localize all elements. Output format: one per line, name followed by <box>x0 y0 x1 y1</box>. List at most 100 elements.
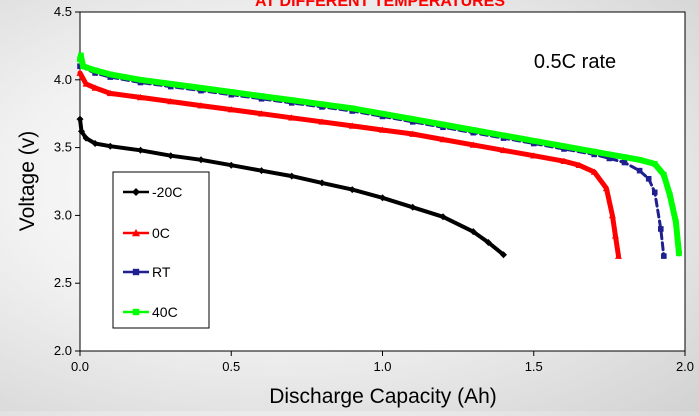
data-point <box>561 143 567 150</box>
data-point <box>258 167 265 175</box>
data-point <box>590 168 598 175</box>
legend-label: -20C <box>152 184 182 200</box>
data-point <box>500 251 507 259</box>
data-point <box>636 157 643 163</box>
data-point <box>379 110 386 117</box>
series-0c <box>76 69 622 259</box>
data-point <box>318 118 326 125</box>
data-point <box>107 71 114 78</box>
data-point <box>439 135 447 143</box>
y-axis-label: Voltage (v) <box>16 131 39 231</box>
axis-ticks: 0.0 0.5 1.0 1.5 2.0 2.0 2.5 3.0 3.5 4.0 4.5 <box>54 4 694 374</box>
data-point <box>80 63 86 70</box>
data-point <box>676 250 682 257</box>
data-point <box>197 156 205 164</box>
data-point <box>439 213 447 221</box>
legend-marker <box>132 268 140 276</box>
y-tick-label: 4.5 <box>54 4 72 19</box>
data-point <box>440 121 446 128</box>
data-point <box>198 85 204 91</box>
x-tick-label: 2.0 <box>676 359 694 374</box>
data-point <box>602 184 610 192</box>
data-point <box>611 232 619 239</box>
data-point <box>258 93 265 99</box>
data-point <box>228 89 235 95</box>
data-point <box>288 114 296 121</box>
legend-items: -20C 0C RT 40C <box>123 184 182 320</box>
data-point <box>379 194 386 202</box>
data-point <box>667 192 673 198</box>
series-40c <box>77 52 682 257</box>
series-layer <box>76 52 682 259</box>
data-point <box>673 219 679 225</box>
data-point <box>470 127 477 133</box>
data-point <box>658 226 664 232</box>
data-point <box>78 52 84 59</box>
data-point <box>530 138 537 144</box>
legend-label: 40C <box>152 304 178 320</box>
data-point <box>137 146 144 154</box>
chart-title: AT DIFFERENT TEMPERATURES <box>255 0 505 10</box>
data-point <box>227 106 235 113</box>
legend-label: 0C <box>152 225 170 241</box>
legend: -20C 0C RT 40C <box>112 171 210 329</box>
data-point <box>500 146 507 154</box>
data-point <box>348 122 356 129</box>
data-point <box>349 105 356 112</box>
data-point <box>106 89 114 97</box>
data-point <box>288 97 295 103</box>
data-point <box>258 110 265 117</box>
data-point <box>106 142 114 150</box>
data-point <box>92 67 98 74</box>
data-point <box>606 155 613 162</box>
data-point <box>621 154 628 160</box>
x-tick-label: 1.5 <box>525 359 543 374</box>
y-tick-label: 2.5 <box>54 275 72 290</box>
data-point <box>636 167 643 174</box>
data-point <box>621 159 628 166</box>
data-point <box>409 130 417 137</box>
data-point <box>82 80 90 87</box>
data-point <box>167 97 175 105</box>
data-point <box>484 239 492 247</box>
data-point <box>197 102 205 109</box>
legend-marker <box>132 308 140 316</box>
legend-marker <box>132 188 140 196</box>
data-point <box>608 211 616 219</box>
y-tick-label: 2.0 <box>54 343 72 358</box>
data-point <box>76 115 84 123</box>
data-point <box>318 179 326 187</box>
x-tick-label: 1.0 <box>373 359 391 374</box>
data-point <box>288 172 296 180</box>
data-point <box>82 134 90 142</box>
data-point <box>319 101 325 108</box>
data-point <box>167 152 175 160</box>
data-point <box>469 228 477 236</box>
data-point <box>78 127 86 135</box>
data-point <box>137 93 144 101</box>
data-point <box>348 186 356 194</box>
data-point <box>91 84 99 91</box>
data-point <box>77 56 83 63</box>
data-point <box>591 148 598 155</box>
data-point <box>661 171 667 178</box>
data-point <box>500 132 507 139</box>
data-point <box>76 69 84 76</box>
y-tick-label: 3.0 <box>54 207 72 222</box>
y-tick-label: 4.0 <box>54 72 72 87</box>
data-point <box>560 157 568 164</box>
legend-label: RT <box>152 264 171 280</box>
data-point <box>469 141 477 148</box>
x-tick-label: 0.5 <box>222 359 240 374</box>
series-20c <box>76 115 507 259</box>
data-point <box>661 253 667 259</box>
data-point <box>227 161 235 169</box>
data-point <box>651 189 658 196</box>
legend-box <box>112 171 210 329</box>
data-point <box>614 252 622 259</box>
data-point <box>379 126 386 133</box>
data-point <box>91 140 99 148</box>
data-point <box>409 203 417 211</box>
